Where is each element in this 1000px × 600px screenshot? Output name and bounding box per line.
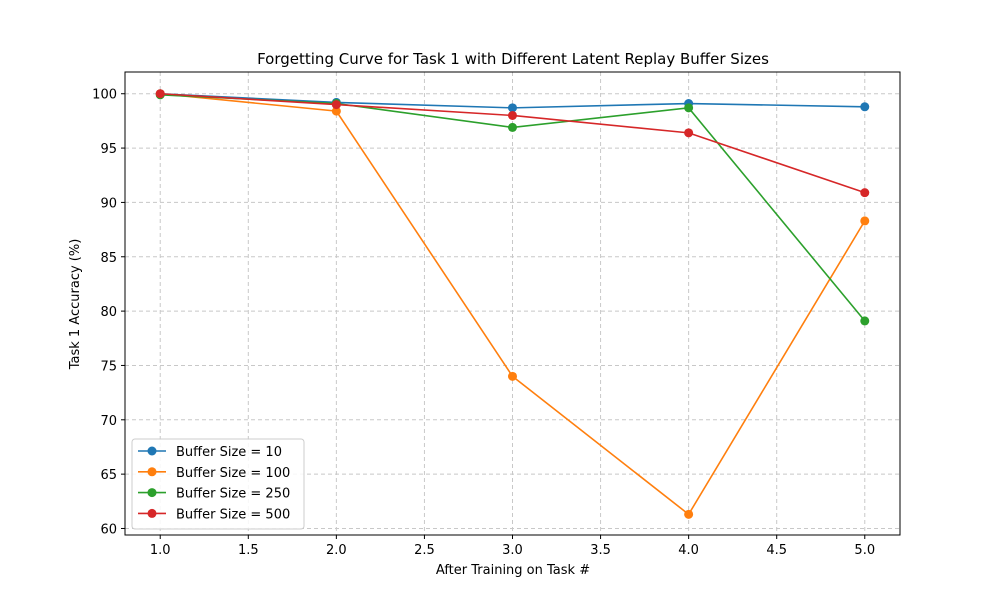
x-tick-label: 4.5 <box>766 543 787 558</box>
y-tick-label: 100 <box>92 88 117 103</box>
y-tick-label: 90 <box>100 196 117 211</box>
legend-item: Buffer Size = 500 <box>138 507 290 522</box>
data-point <box>860 216 870 226</box>
x-tick-label: 5.0 <box>854 543 875 558</box>
x-tick-label: 3.5 <box>590 543 611 558</box>
x-axis-ticks: 1.0 1.5 2.0 2.5 3.0 3.5 4.0 4.5 5.0 <box>150 535 875 558</box>
y-axis-label: Task 1 Accuracy (%) <box>68 239 83 371</box>
data-point <box>684 128 694 138</box>
legend-label: Buffer Size = 250 <box>176 487 290 502</box>
y-tick-label: 75 <box>100 359 117 374</box>
data-point <box>684 103 694 113</box>
x-tick-label: 2.5 <box>414 543 435 558</box>
data-point <box>155 89 165 99</box>
legend-marker <box>147 508 157 518</box>
data-point <box>684 509 694 519</box>
y-tick-label: 70 <box>100 414 117 429</box>
legend-box <box>131 438 305 530</box>
chart-title: Forgetting Curve for Task 1 with Differe… <box>257 50 769 68</box>
legend-marker <box>147 488 157 498</box>
legend-item: Buffer Size = 100 <box>138 466 290 481</box>
legend-item: Buffer Size = 10 <box>138 445 282 460</box>
x-tick-label: 1.0 <box>150 543 171 558</box>
y-tick-label: 80 <box>100 305 117 320</box>
legend-marker <box>147 467 157 477</box>
series-lines <box>155 89 870 519</box>
legend-item: Buffer Size = 250 <box>138 487 290 502</box>
y-tick-label: 65 <box>100 468 117 483</box>
data-point <box>860 102 870 112</box>
data-point <box>331 100 341 110</box>
x-tick-label: 3.0 <box>502 543 523 558</box>
data-point <box>508 371 517 381</box>
x-tick-label: 2.0 <box>326 543 347 558</box>
data-point <box>508 110 517 120</box>
y-tick-label: 95 <box>100 142 117 157</box>
y-axis-ticks: 60 65 70 75 80 85 90 95 100 <box>92 88 125 537</box>
legend-marker <box>147 446 157 456</box>
x-tick-label: 4.0 <box>678 543 699 558</box>
y-tick-label: 60 <box>100 522 117 537</box>
data-point <box>860 316 870 326</box>
legend: Buffer Size = 10 Buffer Size = 100 Buffer … <box>131 438 305 530</box>
legend-label: Buffer Size = 10 <box>176 445 282 460</box>
data-point <box>508 103 517 113</box>
x-tick-label: 1.5 <box>238 543 259 558</box>
data-point <box>860 188 870 198</box>
legend-label: Buffer Size = 100 <box>176 466 290 481</box>
legend-label: Buffer Size = 500 <box>176 507 290 522</box>
data-point <box>508 122 517 132</box>
data-point <box>331 106 341 116</box>
x-axis-label: After Training on Task # <box>436 563 590 578</box>
y-tick-label: 85 <box>100 251 117 266</box>
series-4 <box>155 89 870 198</box>
